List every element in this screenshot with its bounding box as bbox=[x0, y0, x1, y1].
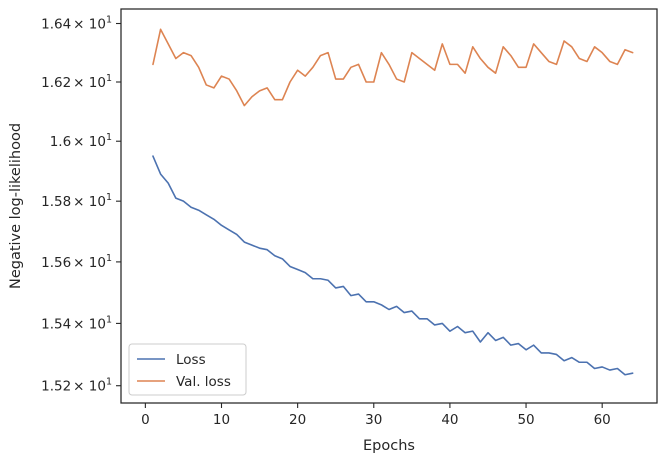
y-tick-exponent: 1 bbox=[106, 15, 112, 26]
y-tick-base: × 10 bbox=[73, 194, 106, 210]
x-tick-label: 10 bbox=[213, 412, 230, 428]
x-tick-label: 0 bbox=[141, 412, 150, 428]
y-axis-label: Negative log-likelihood bbox=[8, 123, 24, 289]
y-tick-base: × 10 bbox=[73, 134, 106, 150]
y-tick-base: × 10 bbox=[73, 379, 106, 395]
y-tick-base: × 10 bbox=[73, 316, 106, 332]
x-tick-label: 50 bbox=[517, 412, 534, 428]
plot-area bbox=[152, 28, 634, 376]
x-tick-label: 60 bbox=[594, 412, 611, 428]
y-tick-label: 1.52 × 101 bbox=[41, 377, 112, 395]
y-tick-base: × 10 bbox=[73, 17, 106, 33]
y-tick-exponent: 1 bbox=[106, 253, 112, 264]
y-tick-label: 1.64 × 101 bbox=[41, 15, 112, 33]
y-tick-mantissa: 1.62 bbox=[41, 75, 71, 91]
x-axis-label: Epochs bbox=[363, 438, 415, 454]
y-tick-mantissa: 1.56 bbox=[41, 255, 71, 271]
y-tick-exponent: 1 bbox=[106, 132, 112, 143]
y-tick-mantissa: 1.64 bbox=[41, 17, 71, 33]
legend-entry-label: Loss bbox=[176, 352, 206, 368]
axes-frame bbox=[120, 8, 658, 404]
y-tick-label: 1.6 × 101 bbox=[50, 132, 112, 150]
y-tick-label: 1.62 × 101 bbox=[41, 73, 112, 91]
y-tick-label: 1.56 × 101 bbox=[41, 253, 112, 271]
y-tick-exponent: 1 bbox=[106, 377, 112, 388]
legend: Loss Val. loss bbox=[128, 343, 247, 396]
y-tick-exponent: 1 bbox=[106, 73, 112, 84]
series-line-val-loss bbox=[152, 28, 634, 107]
series-line-loss bbox=[152, 155, 634, 376]
legend-entry-label: Val. loss bbox=[176, 374, 231, 390]
y-tick-exponent: 1 bbox=[106, 314, 112, 325]
y-tick-mantissa: 1.58 bbox=[41, 194, 71, 210]
x-tick-label: 40 bbox=[441, 412, 458, 428]
legend-box bbox=[128, 343, 247, 396]
y-tick-exponent: 1 bbox=[106, 192, 112, 203]
x-tick-label: 30 bbox=[365, 412, 382, 428]
y-tick-label: 1.54 × 101 bbox=[41, 314, 112, 332]
y-tick-mantissa: 1.6 bbox=[50, 134, 71, 150]
x-tick-label: 20 bbox=[289, 412, 306, 428]
y-tick-base: × 10 bbox=[73, 75, 106, 91]
y-tick-base: × 10 bbox=[73, 255, 106, 271]
x-axis-ticks: 0 10 20 30 40 50 60 bbox=[141, 403, 611, 428]
y-tick-label: 1.58 × 101 bbox=[41, 192, 112, 210]
y-tick-mantissa: 1.52 bbox=[41, 379, 71, 395]
y-tick-mantissa: 1.54 bbox=[41, 316, 71, 332]
